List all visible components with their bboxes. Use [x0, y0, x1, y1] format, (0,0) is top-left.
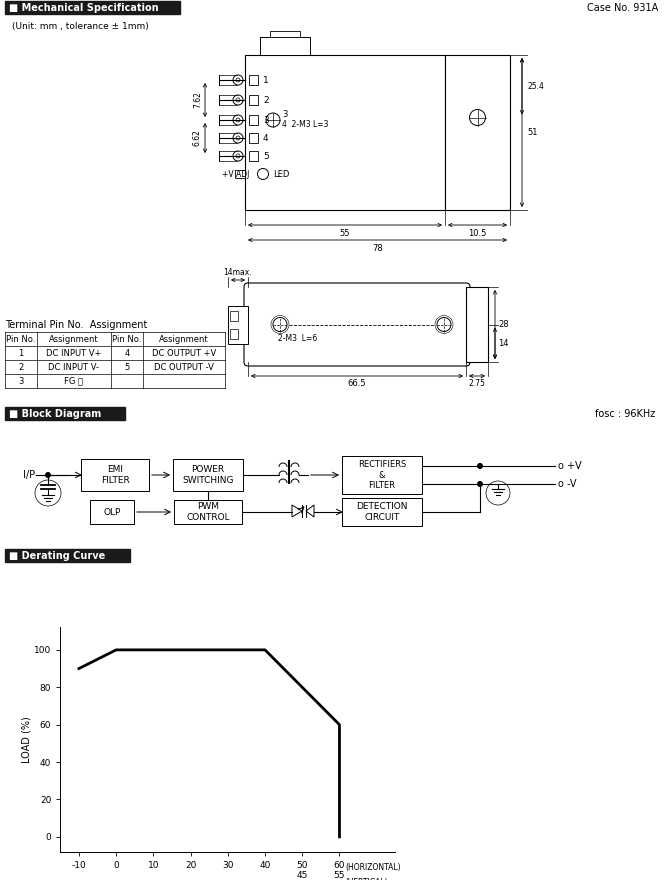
- Text: Terminal Pin No.  Assignment: Terminal Pin No. Assignment: [5, 320, 147, 330]
- Text: 28: 28: [498, 320, 509, 329]
- Text: PWM
CONTROL: PWM CONTROL: [186, 502, 230, 522]
- Text: (VERTICAL): (VERTICAL): [345, 878, 387, 880]
- Text: 2: 2: [18, 363, 23, 371]
- Text: DC OUTPUT +V: DC OUTPUT +V: [152, 348, 216, 357]
- Text: 4: 4: [263, 134, 269, 143]
- Bar: [245, 55, 445, 210]
- Bar: [228, 305, 248, 343]
- Bar: [81, 459, 149, 491]
- Text: fosc : 96KHz: fosc : 96KHz: [595, 409, 655, 419]
- Bar: [249, 151, 258, 161]
- Circle shape: [233, 75, 243, 85]
- Circle shape: [46, 473, 50, 478]
- Bar: [5, 407, 125, 420]
- Bar: [270, 31, 300, 37]
- Circle shape: [470, 109, 486, 126]
- Text: o -V: o -V: [558, 479, 576, 489]
- Bar: [260, 37, 310, 55]
- Circle shape: [478, 464, 482, 468]
- Text: (Unit: mm , tolerance ± 1mm): (Unit: mm , tolerance ± 1mm): [12, 21, 149, 31]
- Bar: [249, 115, 258, 125]
- Text: Assignment: Assignment: [159, 334, 209, 343]
- Text: 51: 51: [527, 128, 537, 137]
- Bar: [249, 75, 258, 85]
- Text: 3: 3: [263, 115, 269, 124]
- Text: Assignment: Assignment: [49, 334, 98, 343]
- Circle shape: [478, 481, 482, 487]
- Circle shape: [437, 318, 451, 332]
- Bar: [249, 133, 258, 143]
- Circle shape: [233, 151, 243, 161]
- Circle shape: [236, 78, 240, 82]
- Circle shape: [236, 98, 240, 102]
- Text: 4  2-M3 L=3: 4 2-M3 L=3: [282, 120, 328, 128]
- Text: 2.75: 2.75: [468, 379, 486, 388]
- Y-axis label: LOAD (%): LOAD (%): [21, 716, 31, 763]
- Text: 2-M3  L=6: 2-M3 L=6: [278, 334, 318, 343]
- Text: (HORIZONTAL): (HORIZONTAL): [345, 863, 401, 872]
- Text: I/P: I/P: [23, 470, 35, 480]
- Text: 78: 78: [372, 244, 383, 253]
- Text: 14: 14: [498, 339, 509, 348]
- Text: 66.5: 66.5: [348, 379, 366, 388]
- Text: 1: 1: [263, 76, 269, 84]
- Text: 6.62: 6.62: [193, 129, 202, 146]
- Bar: [230, 328, 238, 339]
- Text: 4: 4: [125, 348, 129, 357]
- Text: o +V: o +V: [558, 461, 582, 471]
- Text: ■ Block Diagram: ■ Block Diagram: [9, 408, 101, 419]
- Text: 14max.: 14max.: [224, 268, 253, 277]
- Circle shape: [233, 95, 243, 105]
- Text: Pin No.: Pin No.: [6, 334, 36, 343]
- Text: 55: 55: [340, 229, 350, 238]
- Text: DC INPUT V+: DC INPUT V+: [46, 348, 102, 357]
- Text: OLP: OLP: [103, 508, 121, 517]
- Text: LED: LED: [273, 170, 289, 179]
- Text: RECTIFIERS
&
FILTER: RECTIFIERS & FILTER: [358, 460, 406, 490]
- Text: 7.62: 7.62: [193, 92, 202, 108]
- Bar: [466, 287, 488, 362]
- Bar: [230, 311, 238, 320]
- Text: DC OUTPUT -V: DC OUTPUT -V: [154, 363, 214, 371]
- Circle shape: [236, 154, 240, 158]
- Bar: [5, 1, 180, 14]
- Bar: [342, 456, 422, 494]
- Bar: [174, 500, 242, 524]
- Text: 1: 1: [18, 348, 23, 357]
- Text: 5: 5: [125, 363, 129, 371]
- Text: 25.4: 25.4: [527, 82, 544, 91]
- Bar: [5, 549, 130, 562]
- Bar: [342, 498, 422, 526]
- Bar: [445, 55, 510, 210]
- Text: 3: 3: [282, 109, 287, 119]
- Text: 10.5: 10.5: [468, 229, 486, 238]
- Text: ■ Derating Curve: ■ Derating Curve: [9, 551, 105, 561]
- Circle shape: [233, 115, 243, 125]
- Bar: [235, 170, 245, 178]
- Text: EMI
FILTER: EMI FILTER: [100, 466, 129, 485]
- Bar: [173, 459, 243, 491]
- Text: Case No. 931A: Case No. 931A: [587, 3, 658, 13]
- Text: 5: 5: [263, 151, 269, 160]
- Circle shape: [257, 168, 269, 180]
- Text: +V ADJ: +V ADJ: [222, 170, 249, 179]
- Text: FG ⏚: FG ⏚: [64, 377, 84, 385]
- Circle shape: [266, 113, 280, 127]
- Text: Pin No.: Pin No.: [113, 334, 141, 343]
- Circle shape: [273, 318, 287, 332]
- Text: DETECTION
CIRCUIT: DETECTION CIRCUIT: [356, 502, 408, 522]
- Bar: [90, 500, 134, 524]
- Text: 3: 3: [18, 377, 23, 385]
- Text: DC INPUT V-: DC INPUT V-: [48, 363, 100, 371]
- Text: POWER
SWITCHING: POWER SWITCHING: [182, 466, 234, 485]
- Circle shape: [233, 133, 243, 143]
- FancyBboxPatch shape: [244, 283, 470, 366]
- Bar: [249, 95, 258, 105]
- Circle shape: [236, 136, 240, 140]
- Circle shape: [236, 118, 240, 122]
- Text: 2: 2: [263, 96, 269, 105]
- Text: ■ Mechanical Specification: ■ Mechanical Specification: [9, 3, 159, 12]
